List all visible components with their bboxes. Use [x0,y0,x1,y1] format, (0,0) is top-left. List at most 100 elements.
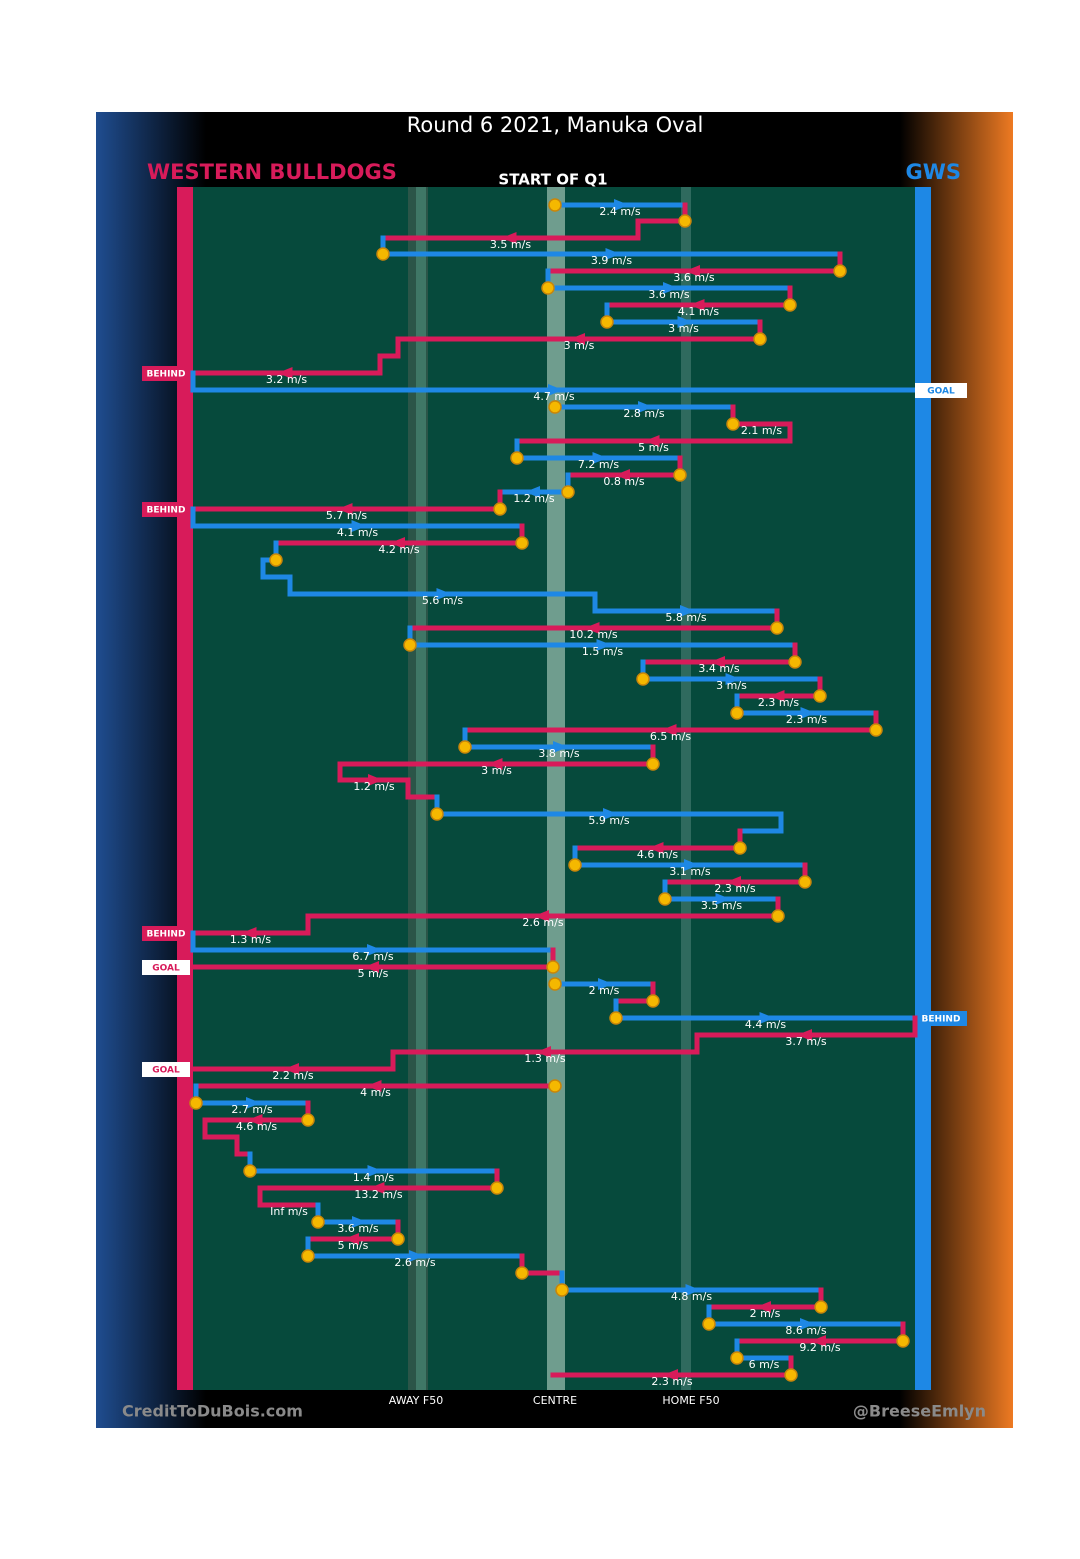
speed-label: 5 m/s [338,1239,369,1252]
direction-arrow [525,486,540,498]
direction-arrow [352,1216,367,1228]
turnover-dot [403,638,417,652]
turnover-dot [301,1113,315,1127]
direction-arrow [677,316,693,328]
speed-label: 0.8 m/s [603,475,644,488]
speed-label: 2.4 m/s [599,205,640,218]
direction-arrow [351,520,367,532]
turnover-dot [391,1232,405,1246]
direction-arrow [367,1165,383,1177]
turnover-dot [561,485,575,499]
turnover-dot [798,875,812,889]
turnover-dot [490,1181,504,1195]
turnover-dot [636,672,650,686]
turnover-dot [726,417,740,431]
speed-label: 3.6 m/s [648,288,689,301]
outcome-label: BEHIND [147,370,186,380]
speed-label: 1.3 m/s [230,933,271,946]
outcome-box [142,926,190,941]
direction-arrow [800,707,816,719]
speed-label: 3.5 m/s [701,899,742,912]
outcome-box [142,502,190,517]
speed-label: 2.8 m/s [623,407,664,420]
direction-arrow [592,452,608,464]
direction-arrow [756,1301,771,1313]
outcome-box [915,1011,967,1026]
turnover-dot [541,281,555,295]
speed-label: 2.6 m/s [522,916,563,929]
speed-label: 2.2 m/s [272,1069,313,1082]
direction-arrow [811,1335,826,1347]
direction-arrow [644,435,660,447]
turnover-dot [189,1096,203,1110]
speed-label: 3 m/s [481,764,512,777]
turnover-dot [510,451,524,465]
speed-label: 13.2 m/s [354,1188,402,1201]
direction-arrow [726,876,741,888]
outcome-box [142,1062,190,1077]
turnover-dot [730,1351,744,1365]
direction-arrow [368,774,383,786]
turnover-dot [548,400,562,414]
footer-right: @BreeseEmlyn [853,1402,986,1421]
outcome-box [142,366,190,381]
turnover-dot [243,1164,257,1178]
speed-label: 3.1 m/s [669,865,710,878]
turnover-dot [458,740,472,754]
direction-arrow [769,690,785,702]
turnover-dot [548,977,562,991]
turnover-dot [753,332,767,346]
direction-arrow [501,232,517,244]
speed-label: 4.6 m/s [236,1120,277,1133]
direction-arrow [369,1182,385,1194]
direction-arrow [684,859,699,871]
direction-arrow [797,1029,812,1041]
turnover-dot [702,1317,716,1331]
direction-arrow [534,910,549,922]
turnover-dot [546,960,560,974]
speed-label: 4.2 m/s [378,543,419,556]
direction-arrow [614,199,629,211]
speed-label: 3.8 m/s [538,747,579,760]
speed-label: 3.7 m/s [785,1035,826,1048]
speed-label: Inf m/s [270,1205,308,1218]
direction-arrow [436,588,452,600]
turnover-dot [269,553,283,567]
direction-arrow [685,1284,701,1296]
turnover-dot [548,198,562,212]
turnover-dot [678,214,692,228]
direction-arrow [409,1250,424,1262]
speed-label: 5 m/s [638,441,669,454]
outcome-label: GOAL [152,1066,180,1076]
speed-label: 9.2 m/s [799,1341,840,1354]
direction-arrow [284,1063,299,1075]
direction-arrow [487,758,503,770]
direction-arrow [536,1046,551,1058]
speed-label: 2.3 m/s [714,882,755,895]
turnover-dot [548,1079,562,1093]
direction-arrow [603,808,618,820]
speed-label: 4.4 m/s [745,1018,786,1031]
speed-label: 1.4 m/s [353,1171,394,1184]
direction-arrow [337,503,353,515]
direction-arrow [710,656,725,668]
direction-arrow [638,401,653,413]
speed-label: 8.6 m/s [785,1324,826,1337]
turnover-dot [896,1334,910,1348]
footer-left: CreditToDuBois.com [122,1402,303,1421]
speed-label: 5.6 m/s [422,594,463,607]
title: Round 6 2021, Manuka Oval [407,113,704,137]
turnover-dot [568,858,582,872]
direction-arrow [366,1080,382,1092]
direction-arrow [759,1012,775,1024]
direction-arrow [725,673,741,685]
direction-arrow [367,944,382,956]
speed-label: 6 m/s [749,1358,780,1371]
direction-arrow [598,978,613,990]
speed-label: 2.3 m/s [651,1375,692,1388]
direction-arrow [584,622,600,634]
speed-label: 3.2 m/s [266,373,307,386]
direction-arrow [680,605,695,617]
speed-label: 3.4 m/s [698,662,739,675]
